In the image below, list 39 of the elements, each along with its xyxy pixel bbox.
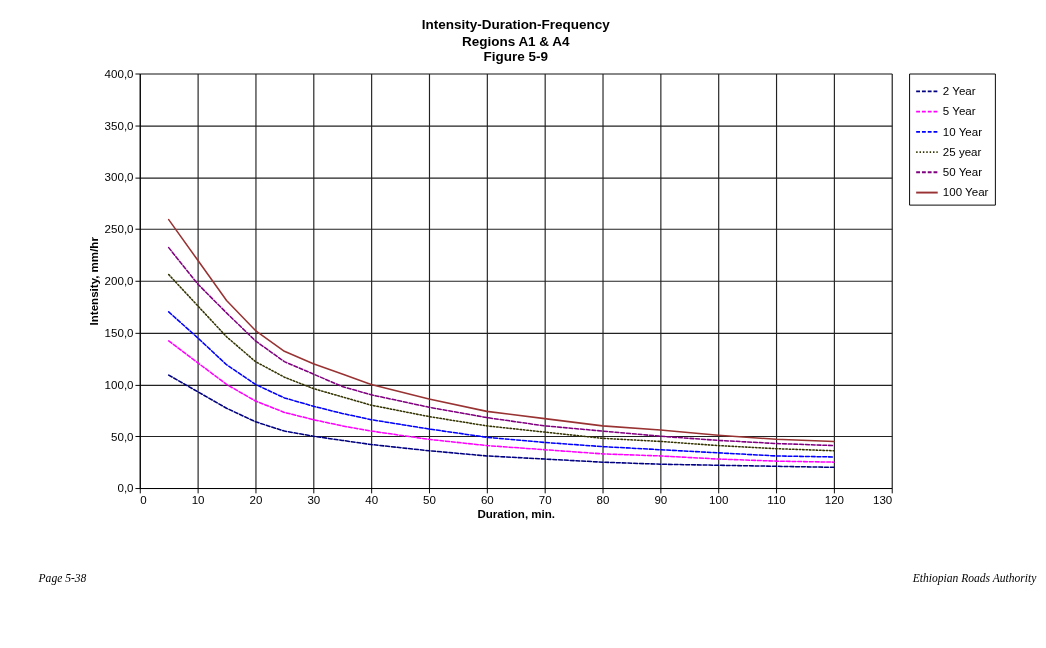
y-tick-label: 200,0 — [104, 275, 134, 288]
x-tick-label: 20 — [249, 493, 263, 506]
y-tick-label: 0,0 — [117, 482, 134, 495]
x-tick-label: 90 — [654, 493, 668, 506]
chart-title: Intensity-Duration-Frequency — [421, 17, 611, 33]
legend-label: 50 Year — [942, 166, 983, 179]
x-tick-label: 60 — [480, 493, 494, 506]
x-tick-label: 70 — [538, 493, 552, 506]
x-tick-label: 100 — [709, 493, 729, 506]
x-tick-label: 110 — [767, 493, 786, 506]
legend-label: 5 Year — [942, 105, 976, 118]
line-series — [167, 374, 835, 469]
x-tick-label: 40 — [365, 493, 379, 506]
chart-subtitle: Regions A1 & A4 Figure 5-9 — [461, 33, 571, 64]
legend-label: 2 Year — [942, 85, 976, 98]
x-tick-label: 130 — [872, 493, 893, 506]
legend-label: 25 year — [942, 145, 982, 158]
legend-label: 10 Year — [942, 125, 983, 138]
x-tick-label: 10 — [191, 493, 205, 506]
y-tick-label: 300,0 — [104, 171, 134, 184]
x-tick-label: 30 — [307, 493, 321, 506]
x-tick-label: 120 — [824, 493, 845, 506]
x-tick-label: 50 — [423, 493, 436, 506]
y-tick-label: 250,0 — [104, 223, 134, 236]
legend-label: 100 Year — [942, 186, 989, 199]
x-tick-label: 80 — [596, 493, 610, 506]
y-tick-label: 100,0 — [104, 378, 134, 391]
text: Page 5-38 — [37, 571, 87, 585]
line-series — [167, 340, 835, 463]
y-axis-title: Intensity, mm/hr — [87, 236, 100, 326]
y-tick-label: 150,0 — [104, 326, 134, 339]
line-series — [167, 311, 835, 458]
line-series — [167, 273, 835, 452]
y-tick-label: 50,0 — [111, 430, 134, 443]
y-tick-label: 350,0 — [104, 119, 134, 132]
x-tick-label: 0 — [140, 493, 147, 506]
y-tick-label: 400,0 — [104, 67, 134, 80]
x-axis-title: Duration, min. — [477, 508, 556, 521]
text: Ethiopian Roads Authority — [911, 571, 1038, 585]
